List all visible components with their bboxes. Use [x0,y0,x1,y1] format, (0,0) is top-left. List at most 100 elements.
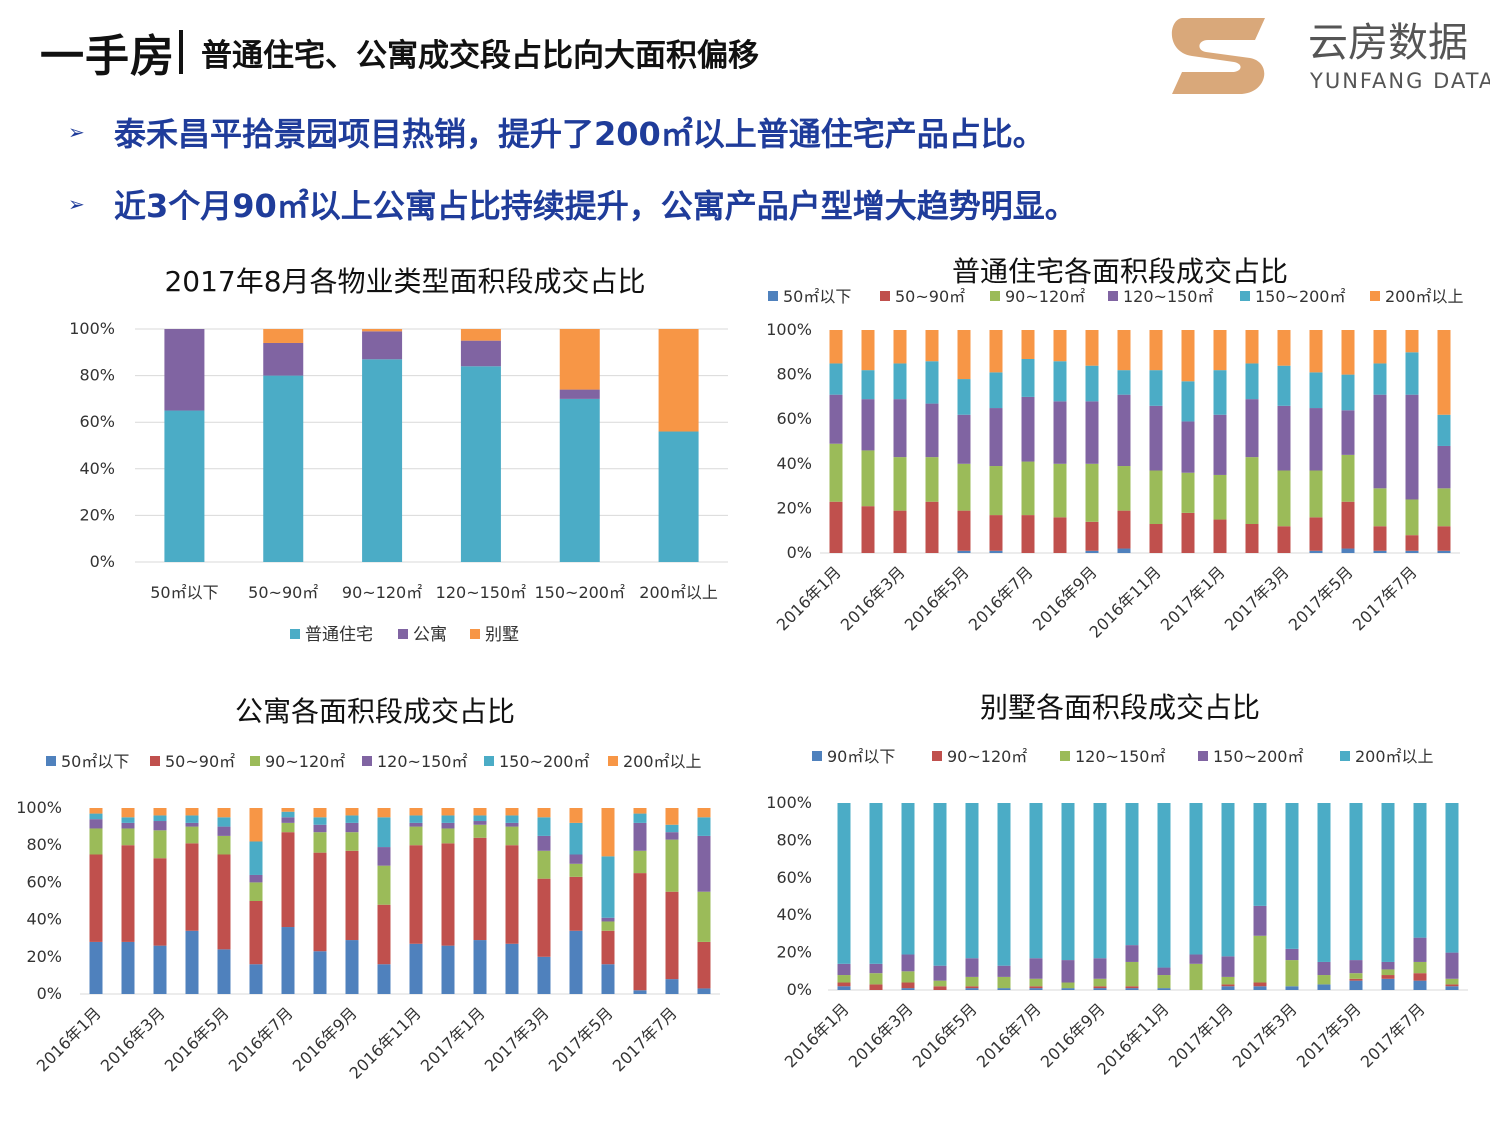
y-tick-label: 20% [26,947,62,966]
bar-segment [1061,982,1075,989]
bar-segment [1245,457,1259,525]
bar-segment [965,803,979,959]
bar-segment [460,329,501,341]
bar-segment [893,363,907,400]
bar-segment [925,501,939,553]
bar-segment [1437,414,1451,446]
bar-segment [1029,986,1043,989]
bar-segment [697,941,711,989]
x-tick-label: 2017年7月 [1357,999,1429,1071]
x-tick-label: 2017年5月 [1285,562,1357,634]
bar-segment [1309,408,1323,471]
bar-segment [409,808,423,816]
bar-segment [263,375,304,562]
bar-segment [1221,956,1235,977]
bar-segment [1445,952,1459,979]
x-tick-label: 2017年3月 [1229,999,1301,1071]
bar-segment [869,803,883,964]
bar-segment [249,882,263,901]
bar-segment [1413,803,1427,938]
bar-segment [537,956,551,994]
bar-segment [1189,954,1203,964]
bar-segment [345,822,359,833]
bar-segment [989,466,1003,516]
legend-swatch [470,629,480,639]
bar-segment [153,858,167,946]
x-tick-label: 2016年3月 [97,1003,169,1075]
bar-segment [1117,330,1131,371]
bar-segment [1117,510,1131,549]
bar-segment [1381,975,1395,979]
bar-segment [901,803,915,955]
bar-segment [869,963,883,974]
bar-segment [1317,803,1331,962]
bullet-arrow-icon: ➢ [68,120,85,144]
legend-label: 200㎡以上 [1385,287,1464,306]
bar-segment [893,399,907,458]
bar-segment [869,984,883,990]
bar-segment [1381,978,1395,990]
bar-segment [153,821,167,831]
bar-segment [1277,470,1291,527]
x-tick-label: 50㎡以下 [150,583,218,602]
bar-segment [1029,988,1043,990]
bar-segment [1117,466,1131,511]
legend-swatch [484,756,494,766]
bar-segment [89,819,103,829]
y-tick-label: 0% [37,984,62,1003]
legend-label: 120~150㎡ [377,752,468,771]
bar-segment [601,930,615,965]
bar-segment [1341,410,1355,455]
legend-label: 90~120㎡ [947,747,1027,766]
bar-segment [569,930,583,994]
legend-label: 120~150㎡ [1123,287,1214,306]
bar-segment [1085,401,1099,464]
bar-segment [893,457,907,511]
bar-segment [473,837,487,941]
bar-segment [901,982,915,989]
bar-segment [409,845,423,944]
bar-segment [313,852,327,952]
bar-segment [153,830,167,859]
bar-segment [989,372,1003,409]
legend-label: 90~120㎡ [265,752,345,771]
bar-segment [1149,370,1163,406]
x-tick-label: 2016年7月 [973,999,1045,1071]
bar-segment [1221,803,1235,957]
bar-segment [249,874,263,883]
bar-segment [1245,363,1259,400]
bar-segment [473,808,487,816]
bar-segment [249,841,263,875]
bar-segment [1117,394,1131,467]
bar-segment [1381,969,1395,976]
bar-segment [559,398,600,562]
bar-segment [185,815,199,823]
bar-segment [1317,984,1331,990]
bar-segment [965,958,979,977]
bar-segment [1309,470,1323,518]
bar-segment [362,359,403,562]
bar-segment [537,850,551,879]
bar-segment [249,964,263,994]
y-tick-label: 100% [766,320,812,339]
legend-swatch [990,291,1000,301]
bar-segment [601,856,615,918]
bar-segment [121,941,135,994]
bar-segment [362,329,403,332]
bar-segment [1021,461,1035,516]
bar-segment [121,808,135,818]
bar-segment [989,330,1003,373]
bar-segment [1437,330,1451,415]
bar-segment [1285,986,1299,990]
bar-segment [263,342,304,376]
y-tick-label: 20% [776,498,812,517]
bar-segment [460,366,501,562]
bar-segment [1405,535,1419,551]
legend-swatch [1340,751,1350,761]
bar-segment [1221,986,1235,990]
bar-segment [121,828,135,846]
logo-name-cn: 云房数据 [1308,20,1468,66]
bar-segment [537,817,551,836]
bar-segment [925,457,939,502]
header: 一手房 普通住宅、公寓成交段占比向大面积偏移 [40,22,759,82]
